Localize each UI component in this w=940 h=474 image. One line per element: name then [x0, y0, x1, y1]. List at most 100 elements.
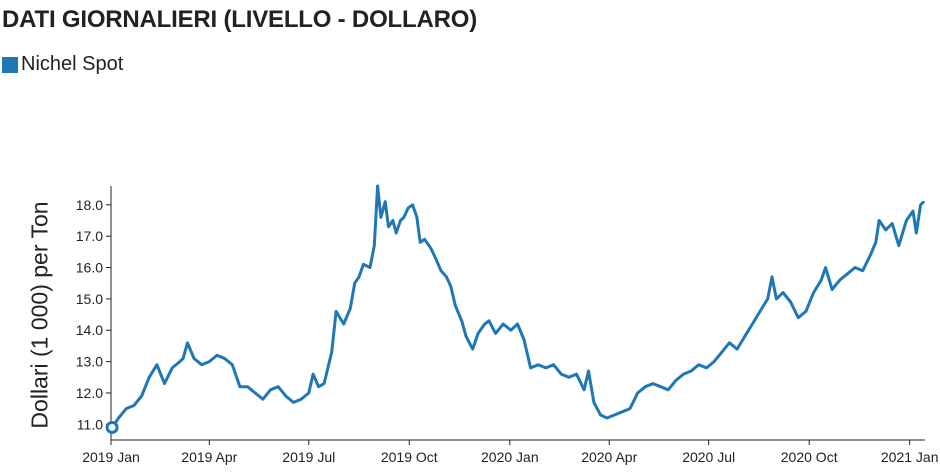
data-point [277, 385, 279, 388]
data-point [440, 269, 442, 272]
data-point [416, 216, 418, 219]
data-point [358, 276, 360, 278]
data-point [369, 266, 371, 269]
start-marker [105, 420, 119, 434]
data-point [923, 200, 925, 203]
data-point [488, 320, 490, 322]
data-point [759, 310, 761, 313]
data-point [231, 363, 234, 366]
data-point [797, 316, 800, 319]
data-point [575, 373, 578, 375]
data-point [537, 363, 540, 366]
data-point [587, 370, 590, 372]
data-point [117, 417, 120, 419]
y-tick-label: 13.0 [76, 354, 103, 370]
data-point [644, 385, 647, 388]
data-point [675, 379, 677, 382]
data-point [156, 363, 158, 366]
data-point [477, 332, 479, 335]
data-point [698, 363, 700, 366]
data-point [193, 357, 195, 360]
data-point [246, 385, 249, 388]
legend-swatch [2, 56, 18, 73]
data-point [593, 401, 595, 404]
data-point [292, 401, 295, 404]
x-tick-label: 2020 Jan [481, 449, 539, 465]
data-point [905, 219, 908, 222]
data-point [782, 291, 784, 294]
data-point [884, 229, 887, 231]
data-point [805, 310, 807, 313]
data-point [434, 257, 437, 259]
data-point [878, 219, 880, 222]
data-point [179, 360, 181, 363]
data-point [407, 207, 409, 209]
data-point [728, 341, 731, 344]
y-tick-label: 16.0 [76, 260, 103, 276]
data-point [838, 279, 841, 281]
data-point [861, 269, 864, 272]
data-point [560, 373, 562, 375]
data-point [335, 310, 337, 313]
data-point [621, 410, 624, 413]
data-point [897, 244, 900, 247]
data-point [766, 298, 769, 300]
data-point [460, 320, 463, 322]
data-point [200, 363, 203, 366]
data-point [854, 266, 856, 269]
data-point [262, 398, 264, 401]
data-point [445, 276, 448, 278]
data-point [450, 285, 452, 288]
data-point [667, 389, 670, 391]
data-point [516, 323, 519, 325]
data-point [399, 219, 402, 222]
x-tick-label: 2019 Oct [381, 449, 438, 465]
data-point [713, 360, 715, 363]
data-point [568, 376, 570, 379]
data-point [820, 279, 823, 281]
data-point [545, 367, 547, 369]
data-point [208, 360, 211, 363]
data-point [140, 395, 143, 397]
data-point [652, 382, 654, 385]
data-point [239, 385, 241, 388]
series-line-nichel-spot [110, 184, 925, 429]
data-point [875, 241, 877, 244]
data-point [720, 351, 723, 353]
data-point [342, 323, 345, 325]
data-point [285, 395, 287, 397]
data-point [269, 389, 272, 391]
data-point [606, 417, 608, 419]
y-tick-label: 18.0 [76, 197, 103, 213]
data-point [629, 407, 631, 410]
data-point [125, 407, 128, 410]
data-point [148, 376, 151, 379]
x-tick-label: 2021 Jan [881, 449, 939, 465]
data-point [846, 273, 849, 275]
data-point [133, 404, 135, 407]
data-point [891, 222, 894, 225]
data-point [430, 247, 432, 250]
legend: Nichel Spot [2, 53, 123, 76]
y-tick-label: 15.0 [76, 291, 103, 307]
data-point [613, 414, 616, 416]
x-tick-label: 2019 Jan [82, 449, 140, 465]
data-point [771, 276, 773, 278]
x-tick-label: 2020 Apr [581, 449, 637, 465]
y-tick-label: 12.0 [76, 385, 103, 401]
x-tick-label: 2020 Oct [781, 449, 838, 465]
data-point [384, 200, 387, 203]
chart-title: DATI GIORNALIERI (LIVELLO - DOLLARO) [2, 6, 477, 33]
data-point [419, 241, 422, 244]
data-point [583, 389, 585, 391]
data-point [690, 370, 692, 372]
data-point [223, 357, 226, 360]
data-point [494, 332, 497, 335]
data-point [529, 367, 532, 369]
data-point [736, 348, 738, 350]
data-point [403, 216, 405, 219]
data-point [163, 382, 166, 385]
data-point [775, 298, 778, 300]
x-tick-label: 2020 Jul [682, 449, 735, 465]
